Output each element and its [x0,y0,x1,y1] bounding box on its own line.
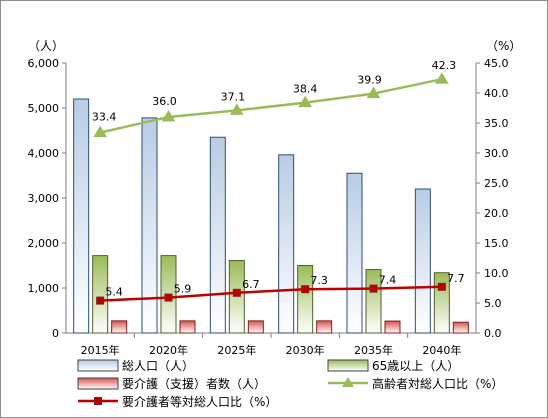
right-axis: 0.0 5.0 10.0 15.0 20.0 25.0 30.0 35.0 40.0 45.0 （%… [476,39,521,340]
x-tick-label: 2030年 [286,343,325,357]
bar-0-1 [141,117,158,334]
bar-2-4 [384,320,401,334]
line-marker-0-4 [366,86,381,99]
right-tick-label: 10.0 [484,267,509,280]
data-label-elderly-ratio: 36.0 [152,95,177,108]
line-marker-1-3 [301,285,310,294]
bar-2-5 [452,321,469,334]
x-tick-label: 2025年 [217,343,256,357]
data-label-care-ratio: 6.7 [242,278,260,291]
bar-0-3 [278,154,295,334]
legend-label: 要介護者等対総人口比（%） [122,394,277,409]
legend-swatch [77,359,119,372]
right-tick-label: 25.0 [484,177,509,190]
bar-2-2 [247,320,264,334]
legend-label: 高齢者対総人口比（%） [372,376,503,391]
data-label-care-ratio: 5.4 [105,286,123,299]
right-tick-label: 0.0 [484,327,502,340]
right-tick-label: 15.0 [484,237,509,250]
legend-label: 総人口（人） [122,359,194,373]
plot-area [65,63,477,334]
right-axis-unit: （%） [486,39,521,53]
line-marker-0-3 [298,95,313,108]
line-marker-1-0 [96,296,105,305]
line-marker-1-1 [164,293,173,302]
right-tick-label: 30.0 [484,147,509,160]
bar-series-group [73,98,469,334]
left-tick-label: 1,000 [28,282,60,295]
bar-1-0 [92,255,109,334]
bar-2-3 [316,320,333,334]
line-marker-0-5 [434,72,449,84]
data-label-elderly-ratio: 38.4 [293,83,318,96]
bar-0-5 [414,188,431,334]
x-tick-label: 2015年 [81,343,120,357]
x-axis: 2015年 2020年 2025年 2030年 2035年 2040年 [81,333,461,357]
line-series-group: 33.4 36.0 37.1 38.4 39.9 42.3 5.4 5.9 6.7 7.3 7.4 7… [92,59,465,305]
right-tick-label: 40.0 [484,87,509,100]
data-label-care-ratio: 7.7 [447,272,465,285]
right-tick-label: 35.0 [484,117,509,130]
left-tick-label: 2,000 [28,237,60,250]
line-series-0 [99,77,443,134]
line-marker-0-2 [229,103,244,115]
data-label-elderly-ratio: 37.1 [221,90,246,103]
left-tick-label: 5,000 [28,102,60,115]
line-series-1 [100,285,442,302]
left-axis: 0 1,000 2,000 3,000 4,000 5,000 6,000 （人） [28,39,66,340]
line-marker-0-1 [161,110,176,122]
bar-2-1 [179,320,196,334]
data-label-elderly-ratio: 39.9 [357,74,382,87]
legend-marker [342,377,354,387]
data-label-care-ratio: 7.4 [379,274,397,287]
left-tick-label: 3,000 [28,192,60,205]
bar-2-0 [111,320,128,334]
legend-label: 65歳以上（人） [372,359,459,373]
bar-0-4 [346,172,363,334]
bar-1-3 [297,265,314,334]
left-tick-label: 0 [52,327,59,340]
legend-marker [94,397,102,405]
data-label-elderly-ratio: 42.3 [432,59,457,72]
left-tick-label: 6,000 [28,57,60,70]
bar-0-0 [73,98,90,334]
bar-0-2 [209,136,226,334]
x-tick-label: 2040年 [422,343,461,357]
right-tick-label: 45.0 [484,57,509,70]
right-tick-label: 5.0 [484,297,502,310]
line-marker-1-4 [369,284,378,293]
right-tick-label: 20.0 [484,207,509,220]
legend-swatch [77,377,119,390]
line-marker-1-2 [232,288,241,297]
legend-swatch [327,359,369,372]
data-label-elderly-ratio: 33.4 [92,111,117,124]
line-marker-0-0 [93,125,108,138]
x-tick-label: 2020年 [149,343,188,357]
x-tick-label: 2035年 [354,343,393,357]
left-tick-label: 4,000 [28,147,60,160]
legend-label: 要介護（支援）者数（人） [122,376,266,391]
line-marker-1-5 [437,282,446,291]
left-axis-unit: （人） [28,39,64,53]
data-label-care-ratio: 5.9 [174,283,192,296]
legend: 総人口（人） 65歳以上（人） 要介護（支援）者数（人） 高齢者対総人口比（%） 要介護… [77,359,503,409]
data-label-care-ratio: 7.3 [310,274,328,287]
